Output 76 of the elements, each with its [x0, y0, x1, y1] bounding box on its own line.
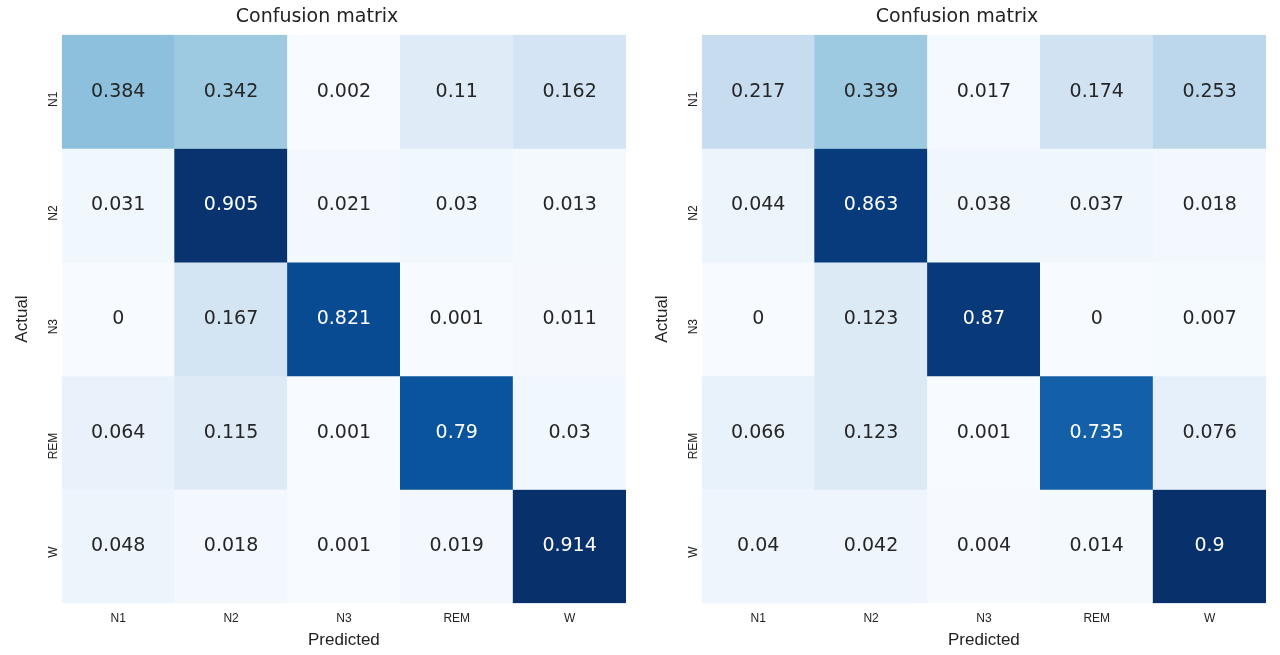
data-label: 0.018	[203, 533, 259, 556]
data-label: 0	[752, 305, 765, 328]
y-tick-label: W	[686, 545, 701, 558]
x-tick-label: W	[1203, 610, 1216, 625]
data-label: 0.013	[542, 192, 597, 215]
x-tick-label: N3	[976, 610, 992, 625]
y-tick-label: REM	[686, 432, 701, 460]
data-label: 0.863	[843, 192, 899, 215]
data-label: 0.914	[542, 533, 597, 556]
data-label: 0.018	[1182, 192, 1237, 215]
data-label: 0.066	[731, 419, 786, 442]
data-label: 0	[1090, 305, 1103, 328]
x-tick-label: N2	[863, 610, 880, 625]
y-tick-label: N1	[686, 91, 701, 107]
data-label: 0.048	[91, 533, 146, 556]
x-tick-label: N3	[336, 610, 352, 625]
data-label: 0.042	[843, 533, 899, 556]
data-label: 0.162	[542, 78, 597, 101]
data-label: 0.001	[316, 533, 372, 556]
data-label: 0.123	[843, 419, 899, 442]
x-tick-label: W	[563, 610, 576, 625]
y-tick-label: W	[46, 545, 61, 558]
y-axis-title: Actual	[11, 295, 31, 343]
y-tick-label: N3	[46, 318, 61, 335]
data-label: 0.384	[91, 78, 146, 101]
data-label: 0.03	[435, 192, 478, 215]
data-label: 0.064	[91, 419, 146, 442]
data-label: 0.174	[1069, 78, 1124, 101]
data-label: 0.339	[843, 78, 899, 101]
x-tick-label: REM	[443, 610, 471, 625]
data-label: 0.001	[956, 419, 1012, 442]
data-label: 0.11	[435, 78, 478, 101]
x-tick-label: N2	[223, 610, 240, 625]
x-axis-title: Predicted	[947, 630, 1020, 650]
y-tick-label: N1	[46, 91, 61, 107]
y-tick-label: REM	[46, 432, 61, 460]
x-tick-label: N1	[110, 610, 127, 625]
data-label: 0.007	[1182, 305, 1237, 328]
data-label: 0.167	[203, 305, 259, 328]
data-label: 0.217	[731, 78, 786, 101]
y-tick-label: N2	[46, 205, 61, 221]
data-label: 0.905	[203, 192, 259, 215]
data-label: 0.821	[316, 305, 372, 328]
data-label: 0.037	[1069, 192, 1124, 215]
data-label: 0.011	[542, 305, 597, 328]
data-label: 0.735	[1069, 419, 1124, 442]
x-tick-label: N1	[750, 610, 767, 625]
y-tick-label: N3	[686, 318, 701, 335]
data-label: 0.021	[316, 192, 372, 215]
data-label: 0.342	[203, 78, 259, 101]
x-axis-title: Predicted	[307, 630, 380, 650]
data-label: 0.076	[1182, 419, 1237, 442]
data-label: 0.253	[1182, 78, 1237, 101]
data-label: 0.017	[956, 78, 1012, 101]
data-label: 0.79	[435, 419, 478, 442]
y-axis-title: Actual	[651, 295, 671, 343]
x-tick-label: REM	[1083, 610, 1111, 625]
data-label: 0.031	[91, 192, 146, 215]
data-label: 0.001	[316, 419, 372, 442]
data-label: 0.019	[429, 533, 484, 556]
data-label: 0.123	[843, 305, 899, 328]
data-label: 0.87	[962, 305, 1006, 328]
data-label: 0.001	[429, 305, 484, 328]
data-label: 0.115	[203, 419, 259, 442]
chart-title: Confusion matrix	[235, 4, 399, 27]
data-label: 0.04	[737, 533, 780, 556]
data-label: 0.044	[731, 192, 786, 215]
data-label: 0.9	[1194, 533, 1225, 556]
chart-title: Confusion matrix	[875, 4, 1039, 27]
data-label: 0.014	[1069, 533, 1124, 556]
data-label: 0.038	[956, 192, 1012, 215]
data-label: 0	[112, 305, 125, 328]
data-label: 0.03	[548, 419, 591, 442]
data-label: 0.002	[316, 78, 372, 101]
y-tick-label: N2	[686, 205, 701, 221]
data-label: 0.004	[956, 533, 1012, 556]
